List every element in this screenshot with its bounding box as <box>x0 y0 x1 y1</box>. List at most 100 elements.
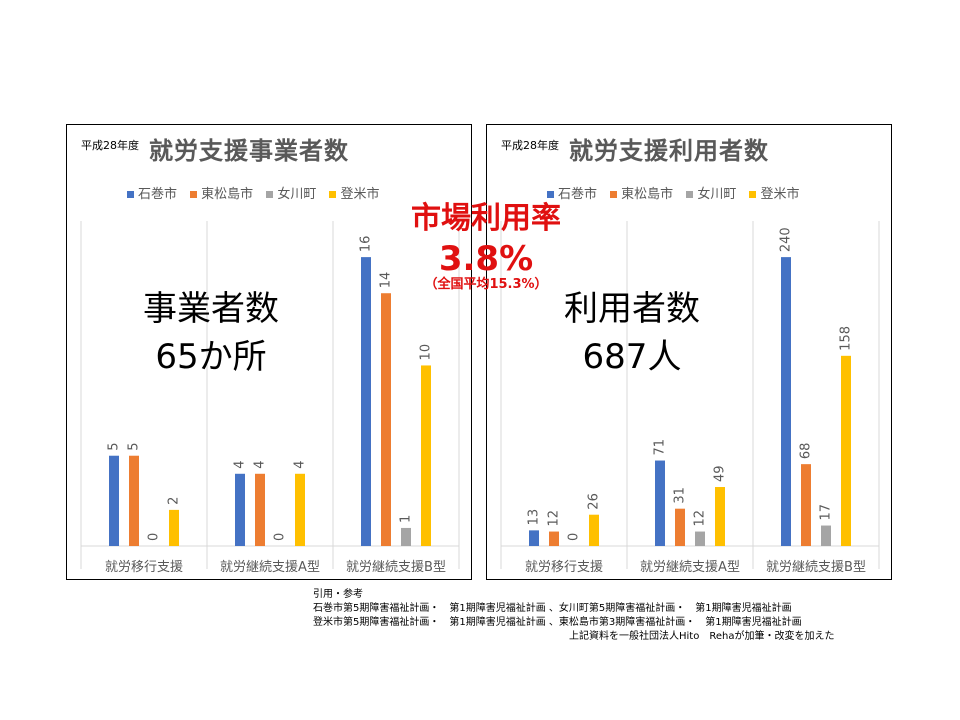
chart-legend: 石巻市 東松島市 女川町 登米市 <box>127 183 388 202</box>
category-label: 就労継続支援B型 <box>766 560 866 575</box>
overlay-line: 事業者数 <box>143 289 279 329</box>
legend-item-ishinomaki: 石巻市 <box>547 183 597 202</box>
data-label: 31 <box>673 487 688 504</box>
data-label: 16 <box>359 236 374 253</box>
users-total-overlay: 利用者数 687人 <box>547 285 717 381</box>
data-label: 49 <box>713 465 728 482</box>
bar-ishinomaki <box>655 460 665 546</box>
data-label: 14 <box>379 272 394 289</box>
category-label: 就労継続支援A型 <box>220 560 320 575</box>
citation-block: 引用・参考 石巻市第5期障害福祉計画・ 第1期障害児福祉計画 、女川町第5期障害… <box>313 588 834 644</box>
data-label: 0 <box>147 533 162 541</box>
category-label: 就労移行支援 <box>524 560 603 575</box>
chart-year-label: 平成28年度 <box>501 139 559 152</box>
data-label: 4 <box>233 460 248 468</box>
bar-ishinomaki <box>109 455 119 546</box>
data-label: 0 <box>567 533 582 541</box>
bar-onagawa <box>695 531 705 546</box>
bar-onagawa <box>401 527 411 546</box>
legend-swatch <box>127 191 134 198</box>
bar-ishinomaki <box>529 530 539 546</box>
overlay-line: 利用者数 <box>564 289 700 329</box>
legend-label: 石巻市 <box>558 187 598 202</box>
citation-line: 上記資料を一般社団法人Hito Rehaが加筆・改変を加えた <box>569 631 835 642</box>
legend-swatch <box>190 191 198 198</box>
legend-swatch <box>266 191 274 198</box>
bar-higashimatsushima <box>381 293 391 546</box>
legend-label: 女川町 <box>277 187 317 202</box>
data-label: 4 <box>293 460 308 468</box>
legend-item-tome: 登米市 <box>329 183 379 202</box>
bar-higashimatsushima <box>549 531 559 546</box>
bar-ishinomaki <box>235 473 245 546</box>
bar-chart-users: 13 12 0 26 71 31 12 49 240 68 17 158 <box>500 221 880 569</box>
data-label: 71 <box>653 439 668 456</box>
bar-tome <box>589 514 599 546</box>
legend-item-higashimatsushima: 東松島市 <box>610 183 673 202</box>
bar-tome <box>421 365 431 546</box>
legend-swatch <box>610 191 618 198</box>
legend-label: 石巻市 <box>138 187 178 202</box>
legend-label: 東松島市 <box>201 187 254 202</box>
data-label: 158 <box>839 326 854 351</box>
data-label: 17 <box>819 504 834 521</box>
citation-line: 登米市第5期障害福祉計画・ 第1期障害児福祉計画 、東松島市第3期障害福祉計画・… <box>313 617 802 628</box>
data-label: 1 <box>399 515 414 523</box>
legend-swatch <box>686 191 694 198</box>
chart-panel-users: 13 12 0 26 71 31 12 49 240 68 17 158 平成28年度 就労支援利用者… <box>486 124 892 580</box>
legend-item-onagawa: 女川町 <box>686 183 736 202</box>
chart-year-label: 平成28年度 <box>81 139 139 152</box>
overlay-line: 65か所 <box>155 337 267 377</box>
bar-tome <box>295 473 305 546</box>
data-label: 4 <box>253 460 268 468</box>
legend-label: 女川町 <box>697 187 737 202</box>
overlay-line: 687人 <box>582 337 682 377</box>
chart-title: 就労支援事業者数 <box>149 137 349 165</box>
market-usage-title: 市場利用率 <box>411 201 561 236</box>
legend-item-higashimatsushima: 東松島市 <box>190 183 253 202</box>
data-label: 0 <box>273 533 288 541</box>
market-usage-callout: 市場利用率 3.8% （全国平均15.3%） <box>388 201 584 292</box>
bar-tome <box>715 487 725 546</box>
data-label: 13 <box>527 509 542 526</box>
bar-higashimatsushima <box>801 464 811 546</box>
data-label: 5 <box>127 442 142 450</box>
market-usage-rate: 3.8% <box>438 239 534 279</box>
category-label: 就労継続支援A型 <box>640 560 740 575</box>
legend-item-onagawa: 女川町 <box>266 183 316 202</box>
bar-higashimatsushima <box>675 508 685 546</box>
legend-swatch <box>547 191 554 198</box>
chart-title: 就労支援利用者数 <box>569 137 769 165</box>
providers-total-overlay: 事業者数 65か所 <box>137 285 285 381</box>
bar-higashimatsushima <box>129 455 139 546</box>
legend-label: 登米市 <box>760 187 800 202</box>
legend-label: 登米市 <box>340 187 380 202</box>
bar-ishinomaki <box>781 257 791 546</box>
data-label: 68 <box>799 443 814 460</box>
chart-legend: 石巻市 東松島市 女川町 登米市 <box>547 183 808 202</box>
national-average-note: （全国平均15.3%） <box>424 277 548 292</box>
category-label: 就労継続支援B型 <box>346 560 446 575</box>
bar-onagawa <box>821 525 831 546</box>
legend-swatch <box>749 191 757 198</box>
data-label: 10 <box>419 344 434 361</box>
legend-item-ishinomaki: 石巻市 <box>127 183 177 202</box>
data-label: 240 <box>779 227 794 252</box>
data-label: 2 <box>167 497 182 505</box>
legend-item-tome: 登米市 <box>749 183 799 202</box>
data-label: 12 <box>547 510 562 527</box>
data-label: 5 <box>107 442 122 450</box>
citation-heading: 引用・参考 <box>313 589 363 600</box>
citation-line: 石巻市第5期障害福祉計画・ 第1期障害児福祉計画 、女川町第5期障害福祉計画・ … <box>313 603 792 614</box>
data-label: 12 <box>693 510 708 527</box>
bar-higashimatsushima <box>255 473 265 546</box>
legend-swatch <box>329 191 337 198</box>
data-label: 26 <box>587 493 602 510</box>
legend-label: 東松島市 <box>621 187 674 202</box>
chart-panel-providers: 5 5 0 2 4 4 0 4 16 14 1 10 平成28年度 就労支援事業者数 石巻市 東松島市… <box>66 124 472 580</box>
category-label: 就労移行支援 <box>104 560 183 575</box>
bar-tome <box>169 509 179 546</box>
bar-ishinomaki <box>361 257 371 546</box>
bar-tome <box>841 355 851 546</box>
